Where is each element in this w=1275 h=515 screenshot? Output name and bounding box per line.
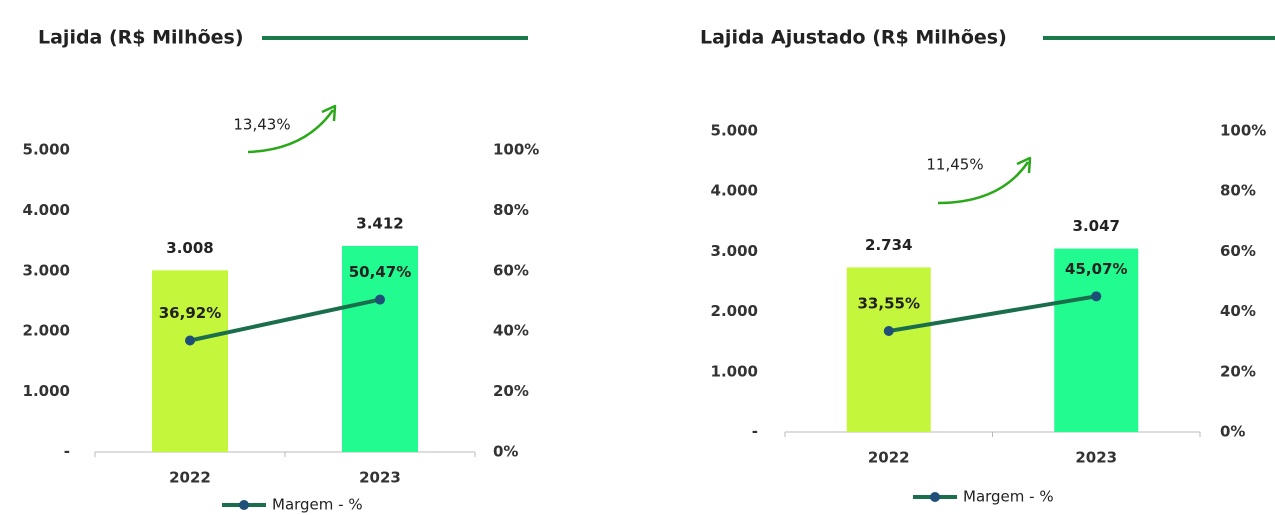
bar: [846, 267, 931, 432]
margin-marker: [1091, 291, 1102, 302]
legend-label: Margem - %: [963, 488, 1054, 506]
y-tick-label: 5.000: [711, 122, 758, 140]
margin-label: 45,07%: [1065, 260, 1127, 278]
growth-arrow-head: [321, 104, 337, 122]
y2-tick-label: 20%: [1220, 362, 1256, 380]
growth-annotation: 13,43%: [233, 116, 290, 134]
legend-label: Margem - %: [272, 496, 363, 514]
bar-label: 3.047: [1073, 217, 1120, 235]
margin-marker: [883, 326, 894, 337]
y2-tick-label: 40%: [493, 322, 529, 340]
bar-label: 3.412: [356, 214, 403, 232]
margin-label: 50,47%: [349, 263, 411, 281]
y2-tick-label: 40%: [1220, 302, 1256, 320]
y-tick-label: 5.000: [23, 141, 70, 159]
margin-marker: [375, 294, 385, 305]
bar-label: 2.734: [865, 236, 912, 254]
margin-label: 36,92%: [159, 304, 221, 322]
legend-marker: [239, 500, 249, 510]
x-tick-label: 2023: [359, 469, 401, 487]
y-tick-label: 4.000: [23, 201, 70, 219]
y2-tick-label: 80%: [1220, 182, 1256, 200]
y2-tick-label: 60%: [493, 261, 529, 279]
y-tick-label: 3.000: [711, 242, 758, 260]
y2-tick-label: 60%: [1220, 242, 1256, 260]
y2-tick-label: 100%: [1220, 122, 1266, 140]
y-tick-label: 1.000: [23, 382, 70, 400]
growth-arrow-head: [1016, 156, 1032, 174]
bar-label: 3.008: [166, 239, 213, 257]
y-tick-label: -: [64, 443, 70, 461]
growth-annotation: 11,45%: [926, 156, 983, 174]
y2-tick-label: 0%: [493, 443, 518, 461]
bar: [152, 270, 228, 452]
y2-tick-label: 80%: [493, 201, 529, 219]
y2-tick-label: 20%: [493, 382, 529, 400]
y-tick-label: -: [752, 423, 758, 441]
x-tick-label: 2022: [868, 449, 910, 467]
y2-tick-label: 0%: [1220, 423, 1245, 441]
y-tick-label: 4.000: [711, 182, 758, 200]
chart-title: Lajida (R$ Milhões): [38, 27, 244, 49]
margin-line: [189, 297, 381, 343]
growth-arrow: [247, 109, 335, 154]
y-tick-label: 1.000: [711, 362, 758, 380]
chart-title: Lajida Ajustado (R$ Milhões): [700, 27, 1007, 49]
margin-marker: [185, 335, 195, 346]
y-tick-label: 2.000: [711, 302, 758, 320]
y2-tick-label: 100%: [493, 141, 539, 159]
bar: [1054, 248, 1139, 432]
x-tick-label: 2022: [169, 469, 211, 487]
growth-arrow: [937, 161, 1030, 205]
legend-marker: [930, 492, 940, 502]
margin-line: [888, 294, 1097, 333]
y-tick-label: 2.000: [23, 322, 70, 340]
bar: [342, 245, 418, 452]
margin-label: 33,55%: [858, 295, 920, 313]
x-tick-label: 2023: [1075, 449, 1117, 467]
y-tick-label: 3.000: [23, 261, 70, 279]
